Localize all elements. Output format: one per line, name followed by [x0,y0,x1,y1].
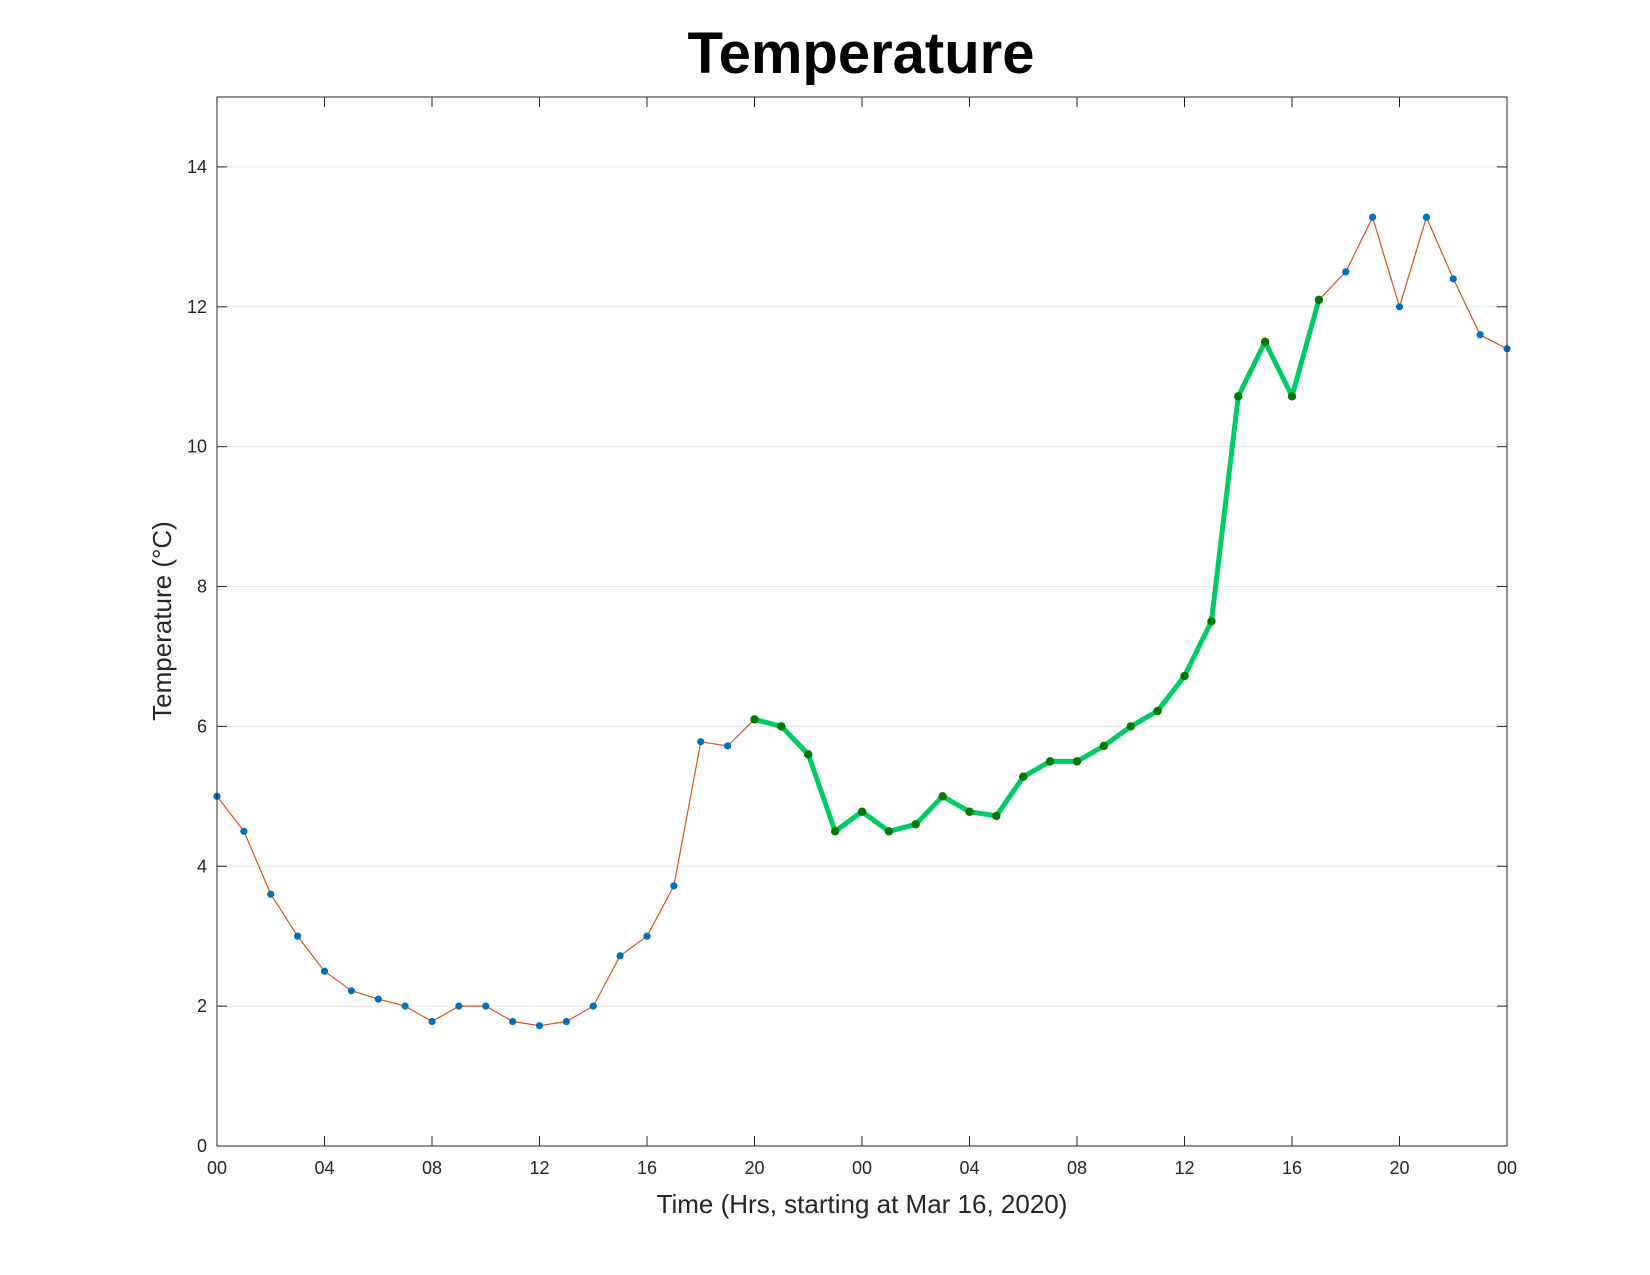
x-tick-label: 20 [744,1158,764,1178]
data-point [1422,213,1430,221]
data-point [562,1017,570,1026]
y-tick-label: 4 [197,856,207,876]
data-point [374,995,382,1003]
y-tick-label: 0 [197,1136,207,1156]
data-point [455,1002,463,1010]
series-layer [213,213,1511,1030]
highlight-data-point [1072,757,1082,766]
highlight-data-point [1260,337,1270,346]
highlight-data-point [884,827,894,836]
x-tick-label: 08 [1067,1158,1087,1178]
data-point [1395,303,1404,311]
highlight-data-point [750,715,759,724]
data-point [724,742,732,750]
highlight-data-point [1126,722,1135,731]
highlight-data-point [965,807,974,816]
data-point [1369,213,1377,221]
data-point [616,952,624,960]
data-point [535,1022,544,1030]
y-axis-label: Temperature (°C) [147,521,177,721]
highlight-data-point [1099,741,1109,751]
data-point [401,1002,409,1010]
axis-ticks: 0 2 4 6 8 10 12 14 00 04 08 12 16 20 00 04 08 12 16 20 00 [187,97,1517,1178]
data-point [643,932,651,940]
data-point [670,882,678,890]
x-tick-label: 08 [422,1158,442,1178]
data-point [589,1002,597,1010]
x-axis-label: Time (Hrs, starting at Mar 16, 2020) [657,1189,1068,1219]
data-point [267,890,275,898]
highlight-series-line [752,297,1322,834]
highlight-data-point [857,807,867,816]
y-tick-label: 14 [187,157,207,177]
gridlines [217,166,1507,1007]
data-point [294,932,302,940]
highlight-data-point [1207,617,1216,626]
data-point [347,987,355,995]
highlight-data-point [938,792,947,801]
y-tick-label: 10 [187,437,207,457]
x-tick-label: 00 [207,1158,227,1178]
data-point [320,967,329,975]
highlight-data-point [911,820,920,829]
highlight-data-point [804,750,813,759]
x-tick-label: 12 [529,1158,549,1178]
y-tick-label: 6 [197,716,207,736]
data-point [697,738,705,746]
highlight-data-point [1234,392,1243,401]
x-tick-label: 16 [1282,1158,1302,1178]
highlight-data-point [1180,671,1189,681]
highlight-data-point [1153,706,1162,716]
highlight-data-point [992,811,1001,821]
temperature-series-line [216,216,1508,1027]
y-tick-label: 2 [197,996,207,1016]
highlight-data-point [830,827,840,836]
data-point [509,1017,517,1026]
x-tick-label: 04 [959,1158,979,1178]
x-tick-label: 20 [1389,1158,1409,1178]
highlight-data-point [777,722,786,731]
highlight-data-point [1314,295,1324,305]
x-tick-label: 12 [1174,1158,1194,1178]
chart-title: Temperature [687,21,1034,86]
x-tick-label: 00 [1497,1158,1517,1178]
data-point [1342,268,1350,276]
data-point [1476,331,1484,339]
y-tick-label: 12 [187,297,207,317]
data-point [240,827,248,835]
x-tick-label: 16 [637,1158,657,1178]
highlight-data-point [1287,392,1297,401]
plot-frame [216,96,1508,1147]
highlight-data-point [1045,757,1055,766]
data-point [428,1017,436,1026]
x-tick-label: 04 [314,1158,334,1178]
highlight-data-point [1019,772,1028,781]
x-tick-label: 00 [852,1158,872,1178]
data-point [1449,275,1457,283]
data-point [482,1002,490,1010]
y-tick-label: 8 [197,577,207,597]
